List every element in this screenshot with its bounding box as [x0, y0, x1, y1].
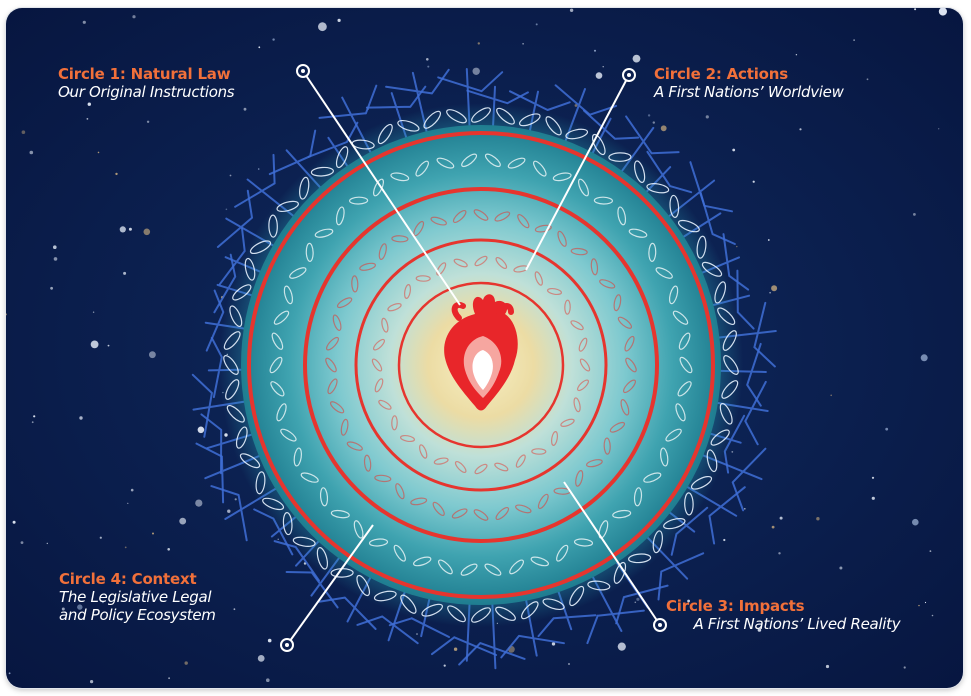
circle-2-title: Circle 2: Actions	[654, 65, 788, 83]
concentric-circles-illustration	[6, 8, 947, 684]
ring-circle-2	[354, 238, 608, 492]
circle-4-title: Circle 4: Context	[59, 570, 197, 588]
circle-4-subtitle-line-2: and Policy Ecosystem	[59, 606, 216, 624]
circle-4-subtitle-line-1: The Legislative Legal	[59, 588, 212, 606]
star-field	[6, 8, 947, 684]
circle-3-label: Circle 3: Impacts A First Nations’ Lived…	[666, 597, 901, 633]
circle-2-label: Circle 2: Actions A First Nations’ World…	[654, 65, 844, 101]
circle-1-subtitle: Our Original Instructions	[58, 83, 235, 101]
leader-line-circle-2	[525, 74, 630, 271]
leader-line-circle-3	[563, 481, 661, 626]
circle-4-label: Circle 4: Context The Legislative Legal …	[59, 570, 216, 624]
circle-3-title: Circle 3: Impacts	[666, 597, 805, 615]
leader-line-circle-1	[302, 70, 461, 306]
circle-1-title: Circle 1: Natural Law	[58, 65, 231, 83]
circle-2-subtitle: A First Nations’ Worldview	[654, 83, 844, 101]
leader-dots	[285, 69, 662, 647]
diagram-panel: Circle 1: Natural Law Our Original Instr…	[6, 8, 963, 688]
leaf-wreath	[223, 107, 739, 623]
ring-circle-3	[303, 187, 659, 543]
ring-circle-4	[247, 131, 715, 599]
leader-lines	[286, 70, 661, 646]
heart-icon	[444, 294, 518, 411]
ring-circle-1	[397, 281, 565, 449]
leader-line-circle-4	[286, 524, 374, 646]
red-rings	[247, 131, 715, 599]
circle-1-label: Circle 1: Natural Law Our Original Instr…	[58, 65, 235, 101]
circle-3-subtitle: A First Nations’ Lived Reality	[693, 615, 901, 633]
